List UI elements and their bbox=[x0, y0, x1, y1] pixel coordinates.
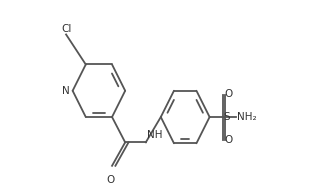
Text: O: O bbox=[225, 136, 233, 146]
Text: Cl: Cl bbox=[61, 24, 72, 34]
Text: N: N bbox=[62, 86, 70, 96]
Text: O: O bbox=[106, 175, 114, 185]
Text: NH₂: NH₂ bbox=[237, 112, 256, 122]
Text: S: S bbox=[223, 112, 230, 122]
Text: O: O bbox=[225, 89, 233, 98]
Text: NH: NH bbox=[147, 130, 162, 140]
